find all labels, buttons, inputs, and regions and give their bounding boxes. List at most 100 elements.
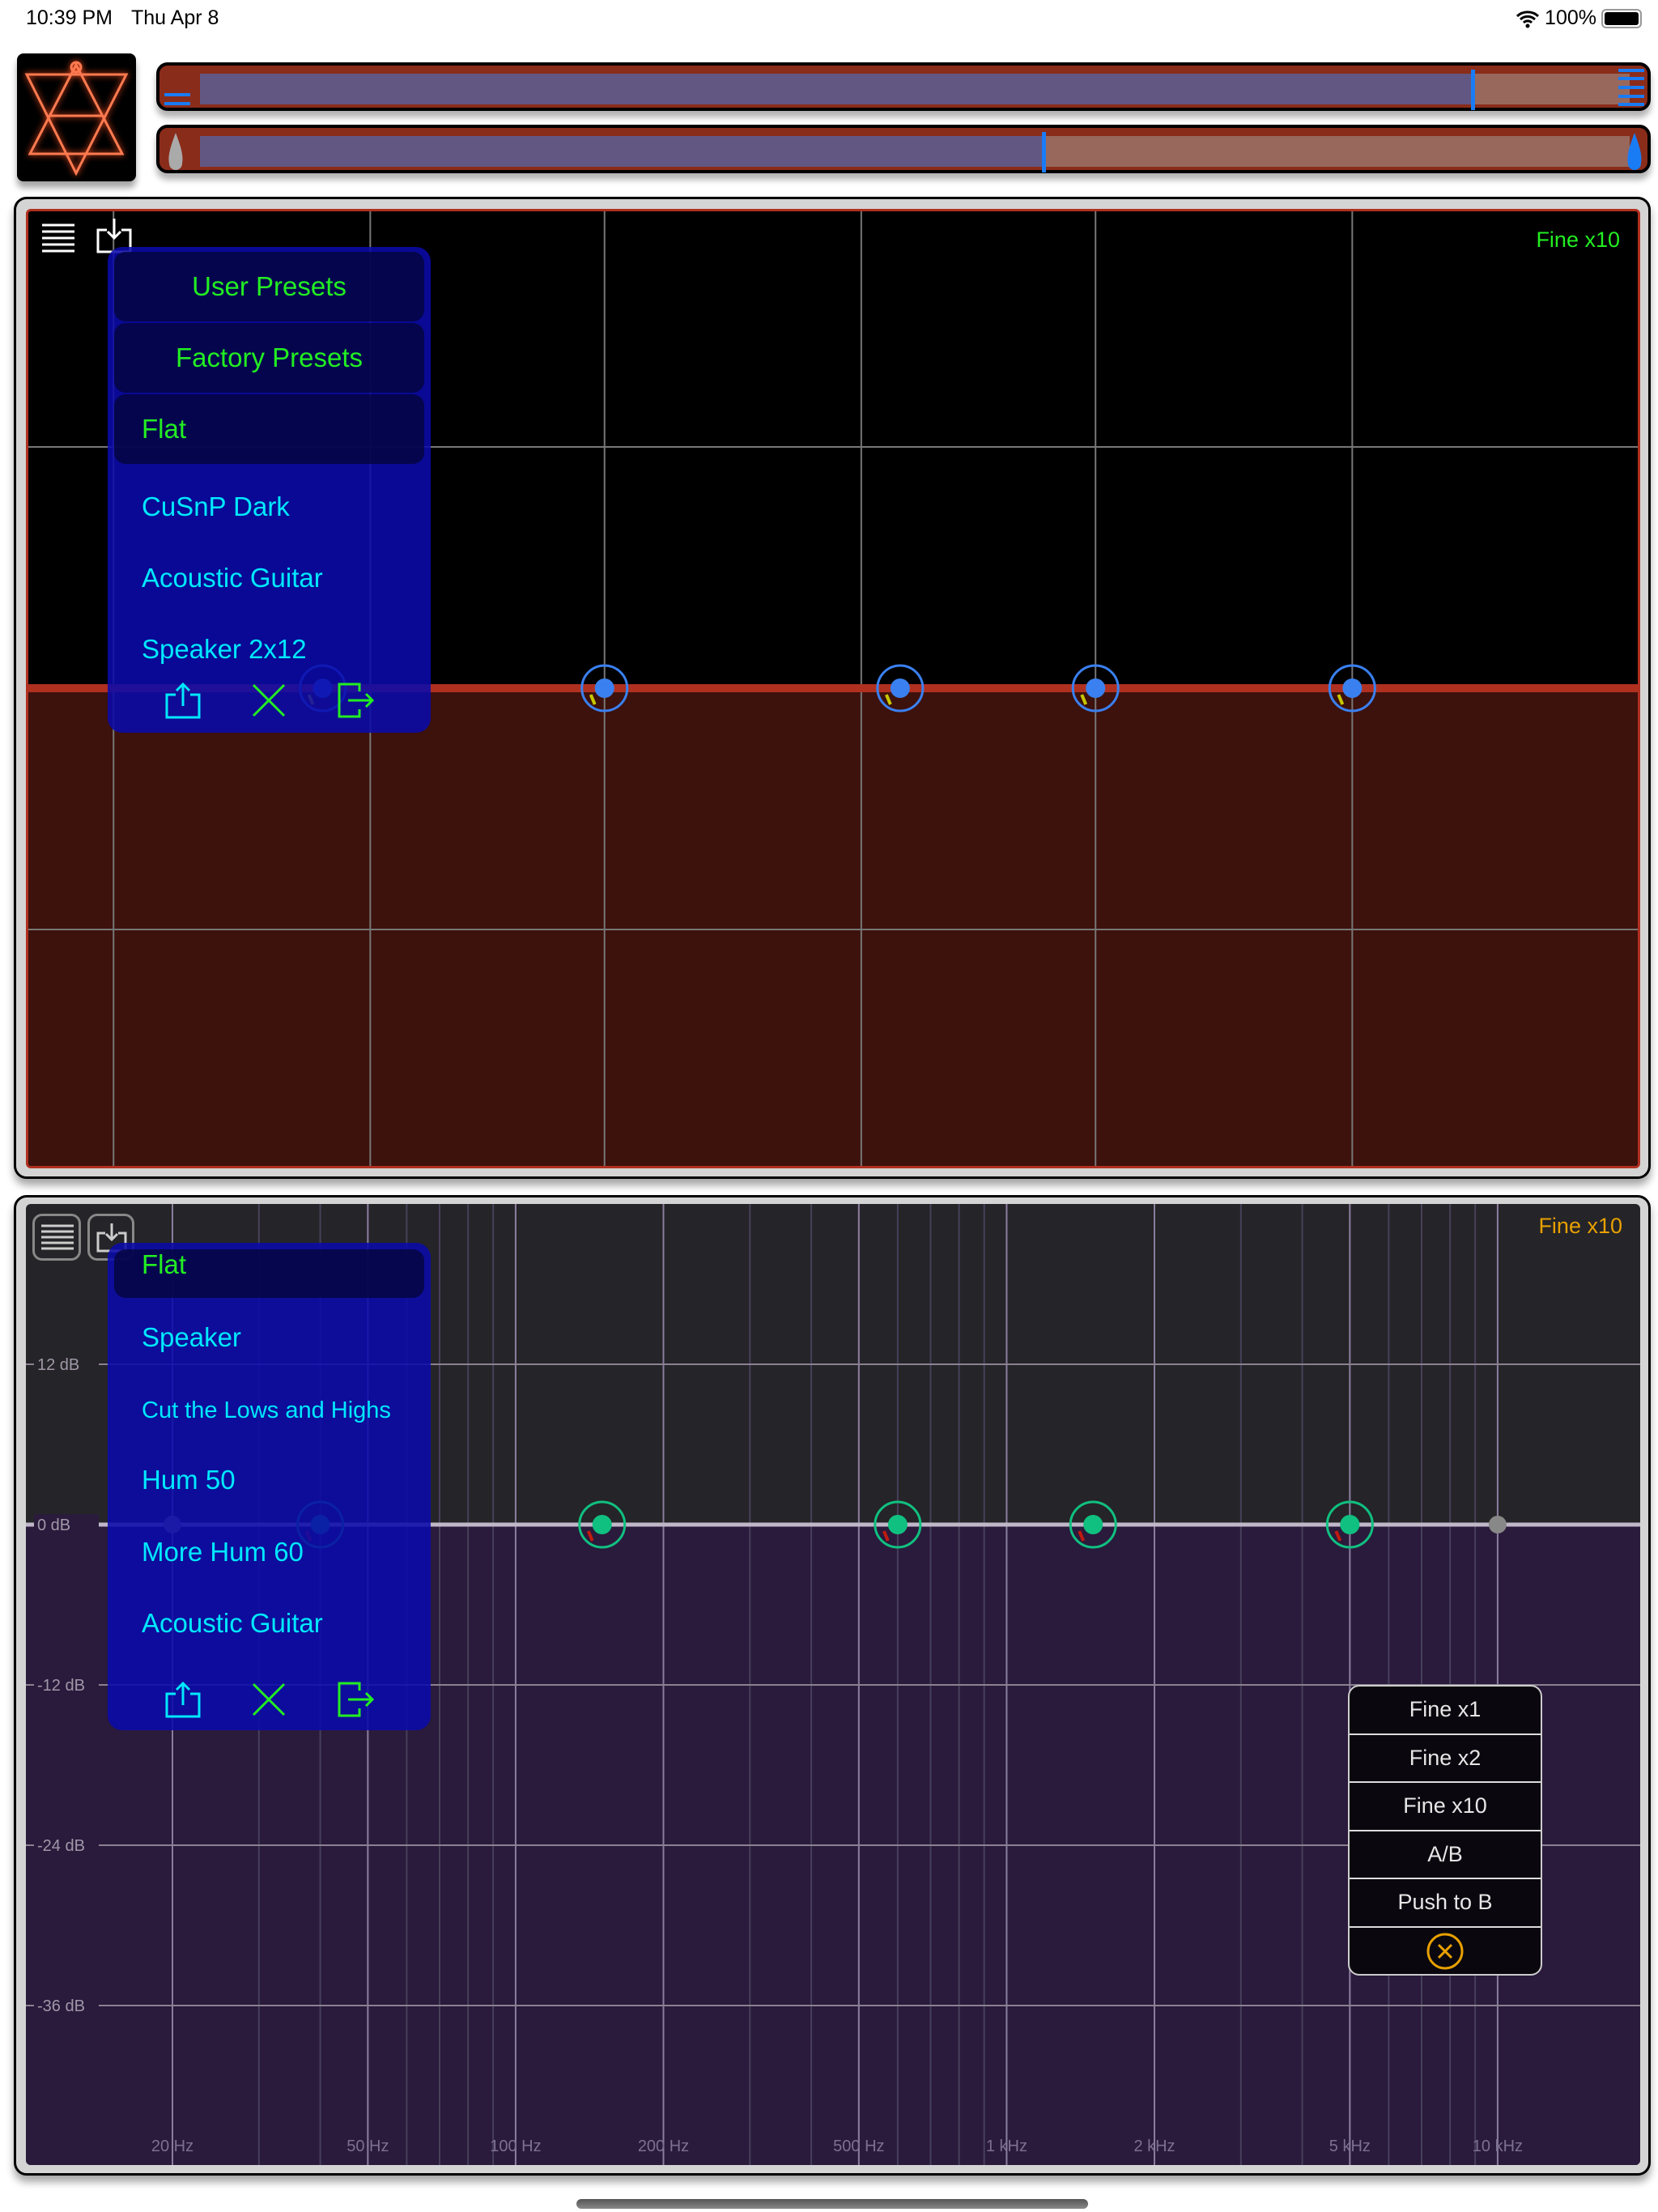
db-label-bg [34, 1835, 99, 1856]
preset-item-selected[interactable]: Flat [114, 394, 424, 464]
preset-item[interactable]: More Hum 60 [142, 1537, 304, 1567]
eq-node-ring[interactable] [874, 1500, 922, 1549]
fine-mode-label[interactable]: Fine x10 [1536, 228, 1620, 252]
eq-node[interactable] [1083, 1515, 1103, 1534]
freq-tick-label: 20 Hz [151, 2138, 193, 2155]
top-slider[interactable] [156, 62, 1651, 111]
battery-icon [1601, 8, 1642, 28]
q-indicator [1080, 694, 1088, 705]
q-indicator [1078, 1530, 1086, 1542]
export-icon[interactable] [337, 682, 374, 719]
high-level-icon [1618, 69, 1644, 106]
close-menu-button[interactable] [1350, 1928, 1541, 1975]
cut-region [28, 688, 1638, 1166]
eq-node-ring[interactable] [580, 664, 629, 713]
mix-slider-fill [200, 136, 1044, 167]
preset-menu-a: User Presets Factory Presets Flat CuSnP … [108, 247, 431, 733]
top-slider-fill [200, 74, 1473, 104]
close-icon[interactable] [250, 682, 287, 719]
mix-slider[interactable] [156, 125, 1651, 173]
eq-node-ring[interactable] [876, 664, 925, 713]
ab-option[interactable]: A/B [1350, 1831, 1541, 1879]
top-slider-track[interactable] [200, 70, 1630, 110]
eq-panel-b: 20 Hz 50 Hz 100 Hz 200 Hz 500 Hz 1 kHz 2 kHz 5 … [14, 1195, 1651, 2176]
export-icon[interactable] [337, 1681, 374, 1718]
eq-node[interactable] [1086, 678, 1106, 698]
response-curve [28, 684, 1638, 692]
top-slider-thumb[interactable] [1470, 70, 1475, 110]
status-time: 10:39 PM [26, 6, 113, 29]
preset-menu-b: Flat Speaker Cut the Lows and Highs Hum … [108, 1243, 431, 1730]
eq-node-ring[interactable] [1325, 1500, 1374, 1549]
q-indicator [589, 694, 597, 705]
close-icon[interactable] [250, 1681, 287, 1718]
fine-x1-option[interactable]: Fine x1 [1350, 1687, 1541, 1735]
q-indicator [586, 1530, 594, 1542]
dry-drop-icon [168, 133, 183, 170]
db-tick-label: -12 dB [37, 1677, 85, 1695]
fine-x2-option[interactable]: Fine x2 [1350, 1735, 1541, 1783]
db-label-bg [34, 1674, 99, 1695]
close-circle-icon [1426, 1933, 1464, 1970]
freq-tick-label: 100 Hz [490, 2138, 541, 2155]
eq-graph-a[interactable] [28, 211, 1640, 1168]
q-indicator [882, 1530, 890, 1542]
mix-slider-thumb[interactable] [1041, 132, 1046, 172]
eq-node[interactable] [1342, 678, 1363, 698]
preset-item[interactable]: CuSnP Dark [142, 491, 290, 521]
preset-actions-a [108, 676, 431, 725]
preset-item[interactable]: Speaker 2x12 [142, 634, 307, 664]
freq-tick-label: 50 Hz [346, 2138, 389, 2155]
freq-tick-label: 10 kHz [1473, 2138, 1523, 2155]
eq-node-ring[interactable] [1328, 664, 1376, 713]
q-indicator [1334, 1530, 1342, 1542]
eq-node[interactable] [1340, 1515, 1360, 1534]
preset-item-selected[interactable]: Flat [114, 1249, 424, 1298]
freq-tick-label: 2 kHz [1133, 2138, 1175, 2155]
wifi-icon [1516, 10, 1540, 28]
db-label-bg [34, 1354, 99, 1375]
status-indicators: 100% [1516, 6, 1642, 30]
db-tick-label: -24 dB [37, 1837, 85, 1855]
preset-item[interactable]: Acoustic Guitar [142, 563, 323, 593]
push-to-b-option[interactable]: Push to B [1350, 1879, 1541, 1928]
db-tick-label: -36 dB [37, 1997, 85, 2015]
share-icon[interactable] [164, 682, 202, 719]
mix-slider-track[interactable] [200, 132, 1630, 172]
user-presets-button[interactable]: User Presets [114, 252, 424, 321]
battery-percent: 100% [1545, 6, 1596, 29]
fine-mode-menu: Fine x1 Fine x2 Fine x10 A/B Push to B [1348, 1685, 1542, 1976]
freq-tick-label: 200 Hz [638, 2138, 689, 2155]
freq-tick-label: 500 Hz [833, 2138, 884, 2155]
eq-panel-a: Fine x10 User Presets Factory Presets Fl… [14, 197, 1651, 1179]
db-label-bg [34, 1514, 99, 1535]
home-indicator[interactable] [576, 2199, 1088, 2209]
eq-node-ring[interactable] [1071, 664, 1120, 713]
preset-item[interactable]: Cut the Lows and Highs [142, 1397, 391, 1423]
wet-drop-icon [1627, 133, 1642, 170]
list-icon [41, 1224, 74, 1250]
list-button[interactable] [32, 1214, 81, 1261]
fine-x10-option[interactable]: Fine x10 [1350, 1783, 1541, 1831]
eq-node[interactable] [887, 1515, 908, 1534]
preset-item[interactable]: Hum 50 [142, 1465, 236, 1495]
preset-actions-b [108, 1675, 431, 1724]
low-level-icon [164, 93, 190, 105]
eq-node[interactable] [890, 678, 910, 698]
eq-node-ring[interactable] [578, 1500, 627, 1549]
preset-item[interactable]: Speaker [142, 1322, 241, 1352]
eq-node[interactable] [592, 1515, 612, 1534]
list-icon[interactable] [40, 222, 76, 257]
app-logo[interactable] [17, 53, 136, 181]
eq-node[interactable] [594, 678, 614, 698]
fine-mode-label[interactable]: Fine x10 [1538, 1214, 1622, 1238]
q-indicator [1337, 694, 1345, 705]
db-tick-label: 0 dB [37, 1516, 70, 1534]
freq-tick-label: 1 kHz [986, 2138, 1027, 2155]
eq-node-ring[interactable] [1069, 1500, 1117, 1549]
share-icon[interactable] [164, 1681, 202, 1718]
preset-item[interactable]: Acoustic Guitar [142, 1608, 323, 1638]
db-tick-label: 12 dB [37, 1356, 79, 1374]
factory-presets-button[interactable]: Factory Presets [114, 323, 424, 393]
eq-node-inactive[interactable] [1488, 1516, 1507, 1534]
